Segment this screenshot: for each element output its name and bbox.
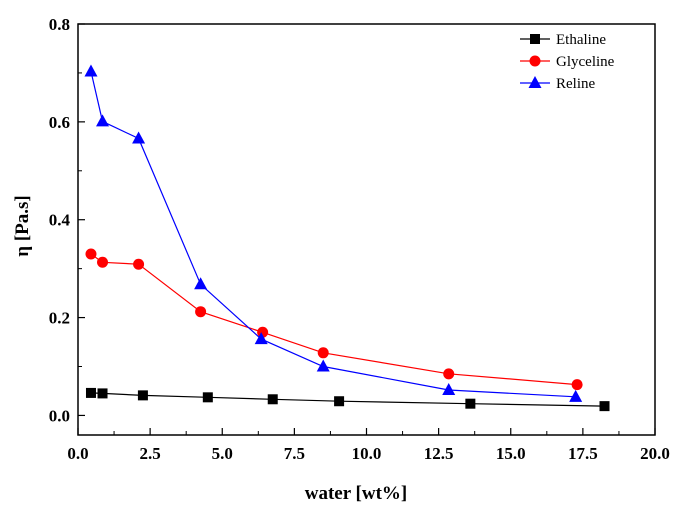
ethaline-point: [85, 387, 96, 398]
axes: 0.0 2.5 5.0 7.5 10.0 12.5 15.0 17.5 20.0 0.0 0.2 0.…: [49, 15, 670, 463]
glyceline-point: [195, 306, 207, 318]
glyceline-point: [133, 258, 145, 270]
circle-marker: [529, 55, 541, 67]
reline-point: [254, 332, 268, 345]
x-tick-label: 15.0: [496, 444, 526, 463]
glyceline-point: [85, 248, 97, 260]
y-axis-title: η [Pa.s]: [12, 195, 33, 256]
legend-label: Glyceline: [556, 54, 615, 70]
glyceline-point: [97, 256, 109, 268]
ethaline-point: [267, 394, 278, 405]
series-ethaline: [85, 387, 610, 412]
reline-point: [132, 131, 146, 144]
x-tick-label: 7.5: [284, 444, 305, 463]
y-tick-label: 0.0: [49, 406, 70, 425]
ethaline-point: [465, 398, 476, 409]
x-tick-label: 0.0: [67, 444, 88, 463]
x-tick-label: 20.0: [640, 444, 670, 463]
legend-entry-glyceline: Glyceline: [520, 54, 615, 70]
triangle-marker: [528, 76, 542, 88]
y-tick-label: 0.8: [49, 15, 70, 34]
legend-entry-ethaline: Ethaline: [520, 32, 606, 48]
x-tick-label: 17.5: [568, 444, 598, 463]
legend-label: Ethaline: [556, 32, 606, 48]
series-layer: [84, 64, 610, 412]
x-axis-title: water [wt%]: [305, 483, 408, 504]
x-tick-label: 5.0: [212, 444, 233, 463]
reline-point: [84, 64, 98, 77]
glyceline-point: [317, 347, 329, 359]
ethaline-point: [202, 392, 213, 403]
square-marker: [530, 34, 540, 44]
y-tick-label: 0.4: [49, 211, 71, 230]
series-glyceline: [85, 248, 583, 391]
y-tick-label: 0.6: [49, 113, 70, 132]
x-tick-label: 12.5: [424, 444, 454, 463]
glyceline-point: [571, 379, 583, 391]
y-tick-label: 0.2: [49, 309, 70, 328]
ethaline-line: [90, 392, 605, 407]
x-tick-label: 2.5: [140, 444, 161, 463]
glyceline-line: [90, 253, 578, 386]
legend: Ethaline Glyceline Reline: [520, 32, 615, 92]
reline-point: [569, 389, 583, 402]
ethaline-point: [599, 401, 610, 412]
glyceline-point: [443, 368, 455, 380]
x-tick-label: 10.0: [352, 444, 382, 463]
ethaline-point: [137, 390, 148, 401]
reline-point: [316, 359, 330, 372]
reline-point: [96, 114, 110, 127]
reline-line: [90, 71, 576, 398]
ethaline-point: [97, 388, 108, 399]
ethaline-point: [334, 396, 345, 407]
reline-point: [194, 277, 208, 290]
legend-entry-reline: Reline: [520, 76, 595, 92]
legend-label: Reline: [556, 76, 595, 92]
series-reline: [84, 64, 583, 402]
reline-point: [442, 382, 456, 395]
